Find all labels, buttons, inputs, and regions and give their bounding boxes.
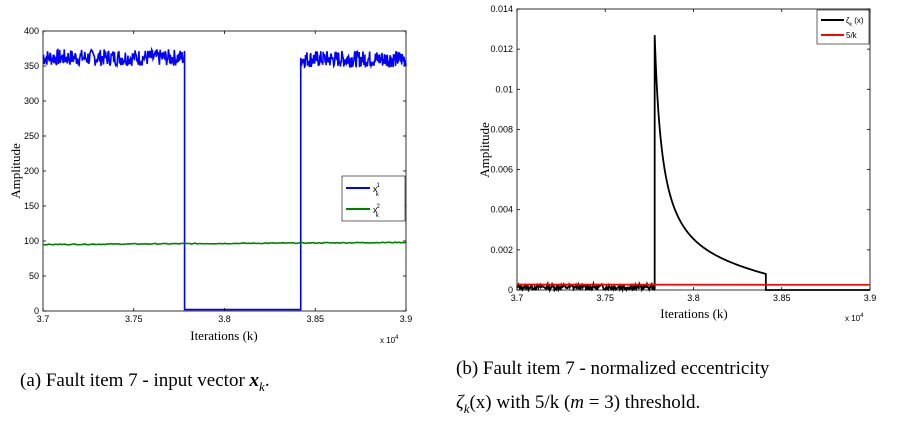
caption-b: (b) Fault item 7 - normalized eccentrici… [456, 358, 770, 416]
legend-a-label-x1: x1 k [373, 183, 381, 198]
chart-b-xtick-label: 3.75 [596, 293, 614, 303]
chart-a-ytick-label: 0 [34, 306, 39, 316]
chart-b-x-multiplier: x 104 [845, 313, 864, 323]
series-x2-line [42, 241, 407, 246]
chart-a-ytick-label: 300 [24, 96, 39, 106]
chart-a-input-vector: 3.7 3.75 3.8 3.85 3.9 0 50 100 150 200 250 300 350 40… [8, 26, 412, 345]
chart-b-ytick-label: 0.006 [490, 165, 513, 175]
chart-a-axes-frame [42, 30, 407, 312]
chart-b-legend: ζk (x) 5/k [816, 9, 870, 45]
chart-a-ytick-label: 150 [24, 201, 39, 211]
legend-b-label-threshold: 5/k [846, 31, 858, 40]
chart-a-ytick-label: 100 [24, 236, 39, 246]
chart-a-ytick-label: 200 [24, 166, 39, 176]
caption-a: (a) Fault item 7 - input vector xk. [20, 370, 270, 394]
chart-a-ylabel: Amplitude [8, 143, 23, 199]
chart-a-ytick-label: 400 [24, 26, 39, 36]
chart-a-xtick-label: 3.75 [125, 314, 143, 324]
chart-b-xlabel: Iterations (k) [660, 306, 728, 321]
series-x1-line [42, 46, 407, 311]
chart-b-ticks: 3.7 3.75 3.8 3.85 3.9 0 0.002 0.004 0.006 0.008 0.… [490, 4, 876, 303]
chart-a-ytick-label: 50 [29, 271, 39, 281]
chart-a-ytick-label: 350 [24, 61, 39, 71]
chart-b-eccentricity: 3.7 3.75 3.8 3.85 3.9 0 0.002 0.004 0.006 0.008 0.… [477, 4, 876, 323]
chart-b-xtick-label: 3.7 [511, 293, 524, 303]
chart-b-series-group [516, 35, 871, 293]
chart-a-series-group [42, 46, 407, 311]
chart-a-xtick-label: 3.7 [37, 314, 50, 324]
chart-b-ytick-label: 0.008 [490, 124, 513, 134]
chart-b-ytick-label: 0 [508, 285, 513, 295]
chart-a-xlabel: Iterations (k) [190, 328, 258, 343]
chart-b-xtick-label: 3.9 [864, 293, 877, 303]
legend-a-label-x2: x2 k [373, 204, 381, 219]
chart-b-ytick-label: 0.002 [490, 245, 513, 255]
chart-b-axes-frame [516, 8, 871, 291]
chart-a-ytick-label: 250 [24, 131, 39, 141]
chart-b-ytick-label: 0.014 [490, 4, 513, 14]
chart-b-ytick-label: 0.004 [490, 205, 513, 215]
chart-b-ylabel: Amplitude [477, 122, 492, 178]
chart-b-xtick-label: 3.85 [773, 293, 791, 303]
chart-a-xtick-label: 3.8 [218, 314, 231, 324]
chart-a-ticks: 3.7 3.75 3.8 3.85 3.9 0 50 100 150 200 250 300 350 40… [24, 26, 412, 324]
chart-b-ytick-label: 0.01 [495, 84, 513, 94]
series-zeta-line [516, 35, 870, 293]
chart-a-legend: x1 k x2 k [341, 175, 406, 222]
chart-a-xtick-label: 3.9 [400, 314, 413, 324]
chart-b-xtick-label: 3.8 [687, 293, 700, 303]
chart-b-ytick-label: 0.012 [490, 44, 513, 54]
chart-a-xtick-label: 3.85 [306, 314, 324, 324]
legend-b-label-zeta: ζk (x) [846, 16, 864, 28]
chart-a-x-multiplier: x 104 [380, 335, 399, 345]
